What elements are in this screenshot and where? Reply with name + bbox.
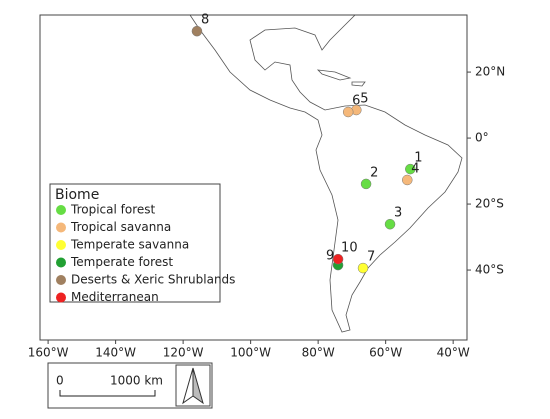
- legend-label: Temperate forest: [70, 255, 173, 269]
- legend-swatch: [56, 240, 66, 250]
- scale-end: 1000 km: [110, 374, 163, 388]
- island: [316, 69, 352, 81]
- legend-label: Tropical forest: [70, 203, 156, 217]
- site-label: 7: [367, 250, 375, 265]
- legend-swatch: [56, 275, 66, 285]
- site: [384, 218, 396, 230]
- y-tick-label: 0°: [475, 131, 489, 145]
- site-label: 6: [352, 94, 360, 109]
- island: [351, 81, 366, 87]
- site-label: 2: [370, 165, 378, 180]
- legend-label: Tropical savanna: [70, 220, 171, 234]
- site-label: 3: [394, 206, 402, 221]
- legend: Biome Tropical forest Tropical savanna Tem…: [49, 183, 235, 304]
- site: [357, 262, 369, 274]
- site: [342, 106, 354, 118]
- legend-label: Deserts & Xeric Shrublands: [71, 273, 235, 287]
- legend-label: Temperate savanna: [70, 238, 189, 252]
- legend-label: Mediterranean: [71, 290, 159, 304]
- y-tick-label: 20°S: [475, 197, 504, 211]
- y-tick-label: 40°S: [475, 263, 504, 277]
- x-tick-label: 120°W: [163, 346, 204, 360]
- y-tick-label: 20°N: [475, 65, 505, 79]
- site-label: 10: [341, 241, 358, 256]
- map-frame: [39, 14, 468, 341]
- legend-title: Biome: [55, 187, 99, 203]
- site-label: 1: [414, 151, 422, 166]
- site-label: 8: [201, 13, 209, 28]
- scale-box: 0 1000 km: [47, 362, 213, 409]
- site-label: 5: [360, 92, 368, 107]
- legend-swatch: [56, 257, 66, 268]
- site: [191, 25, 203, 37]
- x-tick-label: 40°W: [437, 346, 470, 360]
- legend-box: [49, 183, 221, 303]
- x-tick-label: 140°W: [95, 346, 136, 360]
- x-tick-label: 60°W: [369, 346, 402, 360]
- x-tick-label: 80°W: [302, 346, 335, 360]
- legend-swatch: [56, 222, 66, 233]
- site: [402, 174, 413, 186]
- legend-swatch: [56, 205, 66, 215]
- site-label: 9: [326, 249, 334, 264]
- scale-start: 0: [56, 374, 64, 388]
- site: [405, 163, 416, 175]
- coastline: [189, 14, 463, 333]
- legend-swatch: [56, 292, 66, 303]
- site-label: 4: [411, 161, 419, 176]
- basemap: [189, 14, 463, 333]
- x-tick-label: 100°W: [230, 346, 271, 360]
- scale-bar: [59, 390, 156, 397]
- site: [332, 253, 344, 265]
- north-arrow-right: [192, 367, 204, 405]
- x-tick-label: 160°W: [28, 346, 69, 360]
- site: [360, 178, 372, 190]
